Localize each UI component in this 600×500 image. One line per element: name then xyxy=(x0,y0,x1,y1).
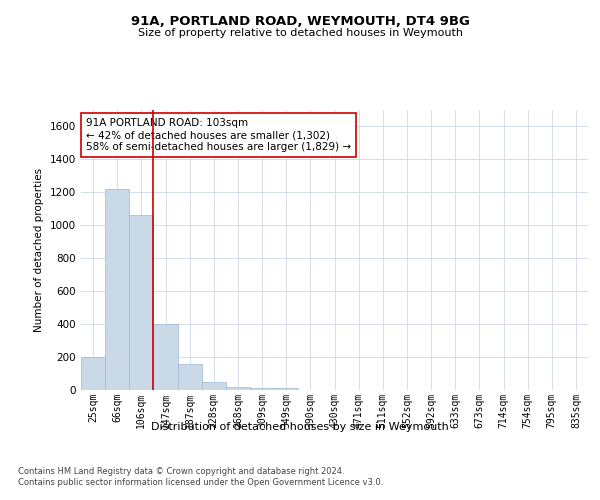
Text: 91A PORTLAND ROAD: 103sqm
← 42% of detached houses are smaller (1,302)
58% of se: 91A PORTLAND ROAD: 103sqm ← 42% of detac… xyxy=(86,118,351,152)
Bar xyxy=(154,324,178,390)
Bar xyxy=(226,386,250,390)
Bar xyxy=(250,388,274,390)
Text: Contains HM Land Registry data © Crown copyright and database right 2024.
Contai: Contains HM Land Registry data © Crown c… xyxy=(18,468,383,487)
Bar xyxy=(178,364,202,390)
Text: 91A, PORTLAND ROAD, WEYMOUTH, DT4 9BG: 91A, PORTLAND ROAD, WEYMOUTH, DT4 9BG xyxy=(131,15,469,28)
Y-axis label: Number of detached properties: Number of detached properties xyxy=(34,168,44,332)
Bar xyxy=(129,216,154,390)
Bar xyxy=(105,189,129,390)
Bar xyxy=(202,382,226,390)
Text: Distribution of detached houses by size in Weymouth: Distribution of detached houses by size … xyxy=(151,422,449,432)
Text: Size of property relative to detached houses in Weymouth: Size of property relative to detached ho… xyxy=(137,28,463,38)
Bar xyxy=(81,357,105,390)
Bar xyxy=(274,388,298,390)
